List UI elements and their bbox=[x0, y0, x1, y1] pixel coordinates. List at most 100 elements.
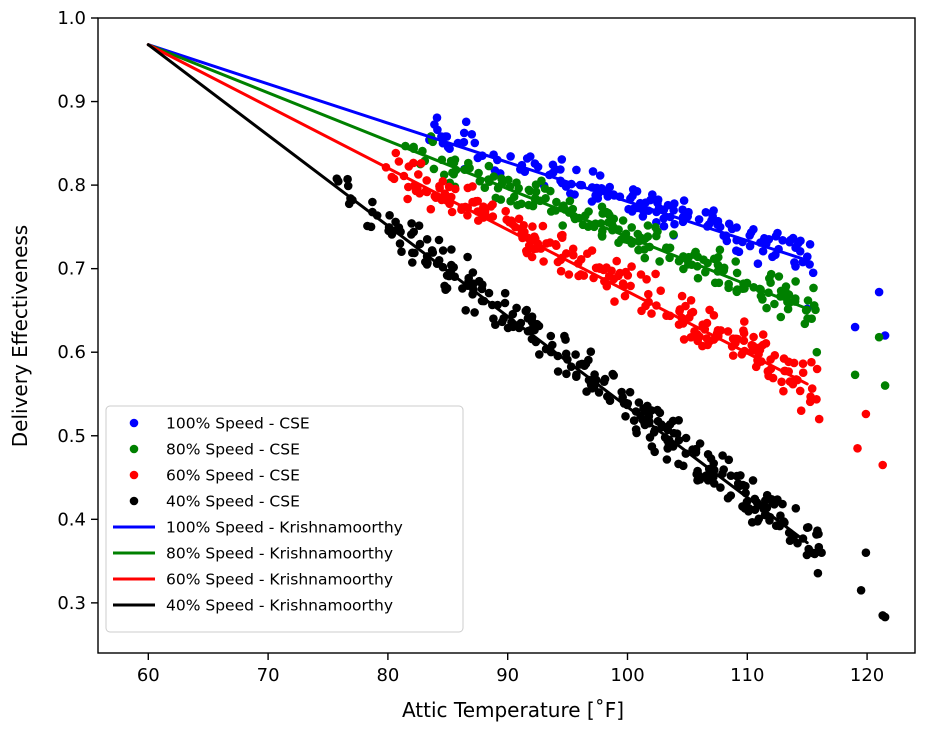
y-tick-label: 0.6 bbox=[57, 342, 86, 363]
scatter-point bbox=[774, 272, 784, 281]
scatter-point bbox=[662, 455, 672, 464]
scatter-point bbox=[762, 303, 771, 313]
scatter-point bbox=[628, 191, 637, 201]
scatter-point bbox=[669, 230, 678, 239]
scatter-point bbox=[766, 278, 775, 288]
scatter-point bbox=[791, 262, 800, 271]
scatter-point bbox=[678, 205, 687, 214]
scatter-point bbox=[691, 448, 701, 457]
scatter-point bbox=[530, 159, 540, 168]
scatter-point bbox=[514, 214, 524, 224]
scatter-point bbox=[808, 268, 818, 278]
scatter-point bbox=[432, 113, 442, 122]
scatter-point bbox=[736, 481, 746, 490]
y-tick-label: 0.3 bbox=[57, 593, 86, 614]
scatter-point bbox=[776, 312, 786, 322]
scatter-point bbox=[681, 433, 691, 443]
scatter-point bbox=[690, 250, 699, 259]
scatter-point bbox=[856, 586, 866, 595]
scatter-point bbox=[723, 327, 733, 336]
scatter-point bbox=[470, 138, 480, 148]
scatter-point bbox=[807, 357, 816, 367]
scatter-point bbox=[497, 174, 506, 183]
scatter-point bbox=[385, 211, 394, 220]
scatter-point bbox=[539, 257, 548, 266]
scatter-point bbox=[663, 200, 673, 210]
scatter-point bbox=[414, 221, 424, 230]
scatter-point bbox=[809, 283, 818, 293]
scatter-point bbox=[445, 144, 454, 153]
y-axis-label: Delivery Effectiveness bbox=[8, 225, 32, 447]
scatter-point bbox=[513, 200, 522, 210]
scatter-point bbox=[652, 231, 661, 241]
scatter-point bbox=[574, 271, 583, 281]
scatter-point bbox=[636, 270, 646, 279]
scatter-point bbox=[693, 273, 703, 283]
scatter-point bbox=[511, 222, 520, 232]
scatter-point bbox=[789, 358, 799, 368]
scatter-point bbox=[600, 374, 610, 384]
scatter-point bbox=[748, 346, 757, 355]
scatter-point bbox=[548, 160, 558, 170]
scatter-point bbox=[504, 175, 513, 185]
model-line-2 bbox=[146, 43, 809, 386]
scatter-point bbox=[758, 246, 768, 256]
scatter-point bbox=[728, 351, 738, 360]
scatter-point bbox=[415, 239, 425, 249]
scatter-point bbox=[748, 476, 758, 485]
scatter-point bbox=[592, 263, 602, 273]
x-tick-label: 110 bbox=[730, 665, 764, 686]
scatter-point bbox=[527, 252, 537, 262]
scatter-point bbox=[442, 283, 452, 293]
model-line-0 bbox=[146, 43, 809, 262]
scatter-point bbox=[595, 171, 605, 180]
x-tick-label: 80 bbox=[376, 665, 399, 686]
scatter-point bbox=[702, 318, 712, 328]
scatter-point bbox=[770, 500, 779, 509]
scatter-point bbox=[643, 221, 653, 230]
scatter-series-1 bbox=[401, 132, 890, 390]
scatter-point bbox=[363, 221, 372, 231]
scatter-point bbox=[861, 548, 871, 557]
scatter-point bbox=[484, 161, 494, 171]
y-tick-label: 0.4 bbox=[57, 509, 86, 530]
scatter-point bbox=[506, 152, 515, 161]
scatter-point bbox=[651, 223, 660, 232]
scatter-point bbox=[647, 309, 656, 318]
scatter-point bbox=[766, 355, 775, 364]
scatter-point bbox=[644, 412, 654, 421]
scatter-point bbox=[628, 185, 638, 194]
scatter-point bbox=[778, 499, 787, 509]
scatter-point bbox=[459, 128, 469, 138]
scatter-point bbox=[612, 256, 621, 266]
scatter-point bbox=[434, 235, 444, 245]
scatter-point bbox=[749, 332, 758, 342]
scatter-point bbox=[512, 303, 521, 313]
scatter-point bbox=[709, 311, 719, 320]
scatter-point bbox=[814, 529, 823, 539]
scatter-point bbox=[531, 180, 541, 189]
scatter-point bbox=[570, 190, 579, 199]
scatter-point bbox=[614, 238, 623, 247]
scatter-point bbox=[463, 252, 472, 262]
scatter-point bbox=[343, 174, 352, 184]
scatter-series-2 bbox=[381, 148, 887, 470]
scatter-point bbox=[588, 167, 598, 176]
scatter-point bbox=[461, 306, 471, 315]
scatter-point bbox=[724, 455, 734, 465]
legend-label: 40% Speed - Krishnamoorthy bbox=[166, 597, 393, 615]
scatter-point bbox=[727, 224, 737, 234]
scatter-point bbox=[587, 197, 597, 206]
plot-area bbox=[146, 43, 890, 622]
scatter-point bbox=[718, 451, 727, 460]
legend-marker bbox=[129, 418, 139, 428]
scatter-point bbox=[618, 279, 628, 288]
scatter-point bbox=[586, 347, 596, 357]
scatter-point bbox=[435, 183, 445, 193]
scatter-point bbox=[546, 331, 556, 341]
scatter-point bbox=[745, 241, 755, 251]
x-axis-label: Attic Temperature [˚F] bbox=[402, 698, 624, 722]
scatter-point bbox=[807, 384, 817, 393]
scatter-point bbox=[538, 221, 548, 231]
scatter-point bbox=[610, 297, 619, 306]
